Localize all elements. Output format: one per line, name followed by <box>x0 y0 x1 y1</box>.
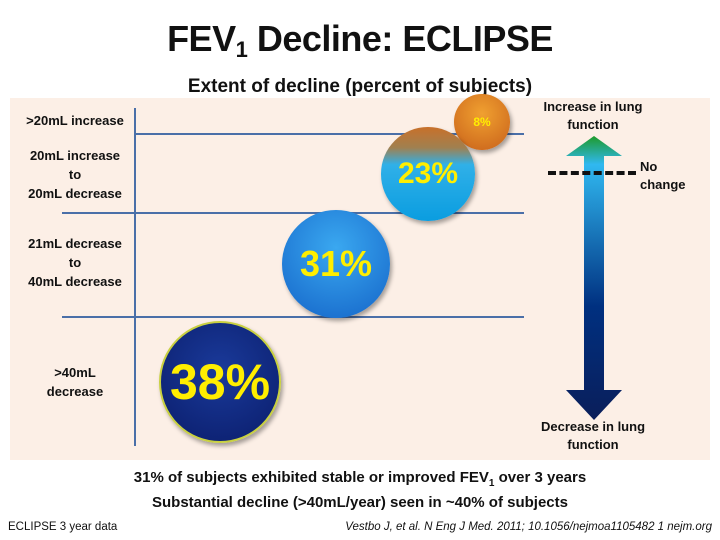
footer-line-1: 31% of subjects exhibited stable or impr… <box>133 469 587 489</box>
row-divider-1 <box>134 133 524 135</box>
bubble-value-label: 23% <box>397 156 458 190</box>
bubble-value-label: 31% <box>299 242 373 284</box>
no-change-dashed-line <box>548 171 636 175</box>
source-right: Vestbo J, et al. N Eng J Med. 2011; 10.1… <box>345 521 712 533</box>
slide-subtitle: Extent of decline (percent of subjects) <box>187 76 533 97</box>
category-label: >40mL decrease <box>46 365 104 399</box>
slide-title: FEV1 Decline: ECLIPSE <box>167 18 553 62</box>
row-divider-2 <box>62 212 524 214</box>
arrow-bottom-label: Decrease in lung function <box>540 419 646 452</box>
bubble-mark: 31% <box>281 209 391 319</box>
category-label: 21mL decrease to 40mL decrease <box>28 235 122 289</box>
bubble-mark: 23% <box>381 127 475 221</box>
category-label: 20mL increase to 20mL decrease <box>28 147 122 201</box>
no-change-label: No change <box>640 159 686 192</box>
bubble-value-label: 8% <box>473 114 491 129</box>
arrow-top-label: Increase in lung function <box>543 99 643 132</box>
source-left: ECLIPSE 3 year data <box>8 521 118 533</box>
row-divider-3 <box>62 316 524 318</box>
bubble-mark: 38% <box>159 321 281 443</box>
bubble-mark: 8% <box>454 94 510 150</box>
axis-vertical-line <box>134 108 136 446</box>
category-label: >20mL increase <box>26 112 124 128</box>
footer-line-2: Substantial decline (>40mL/year) seen in… <box>152 494 568 511</box>
bubble-value-label: 38% <box>169 354 271 410</box>
